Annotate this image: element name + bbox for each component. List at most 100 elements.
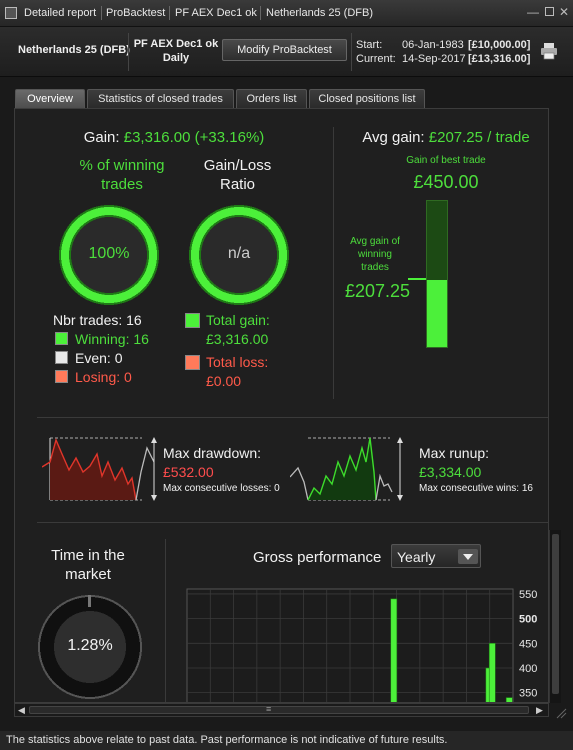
gainloss-gauge — [185, 201, 293, 309]
nbr-trades: Nbr trades: 16 — [53, 312, 142, 328]
gain-label: Gain: — [83, 129, 120, 146]
gain-value: £3,316.00 (+33.16%) — [123, 129, 265, 146]
avg-winning-label-line2: winning — [358, 249, 392, 260]
gross-performance-label: Gross performance — [253, 549, 382, 566]
avg-gain-value: £207.25 / trade — [428, 129, 530, 146]
y-tick-label: 350 — [519, 688, 537, 700]
performance-bar — [505, 697, 513, 702]
y-tick-label: 550 — [519, 589, 537, 601]
report-header: Netherlands 25 (DFB) PF AEX Dec1 ok Dail… — [0, 27, 573, 77]
app-icon — [5, 7, 17, 19]
tab-orders-list[interactable]: Orders list — [236, 89, 307, 109]
performance-bar — [488, 642, 496, 702]
avg-winning-arrow-icon — [408, 278, 426, 280]
vertical-scroll-thumb[interactable] — [552, 534, 559, 694]
gross-performance-chart: 550 500 450 400 350 — [185, 585, 547, 702]
gainloss-title: Gain/Loss Ratio — [185, 156, 290, 194]
total-gain-legend-icon — [185, 313, 200, 328]
tab-statistics-closed-trades[interactable]: Statistics of closed trades — [87, 89, 234, 109]
avg-winning-label-line3: trades — [361, 262, 389, 273]
losing-legend-icon — [55, 370, 68, 383]
time-in-market-line2: market — [65, 566, 111, 583]
tab-closed-positions-list[interactable]: Closed positions list — [309, 89, 425, 109]
section-divider — [37, 417, 548, 418]
total-loss-value: £0.00 — [206, 373, 242, 389]
current-date: 14-Sep-2017 — [402, 53, 466, 65]
modify-probacktest-button[interactable]: Modify ProBacktest — [222, 39, 347, 61]
max-drawdown-label: Max drawdown: — [163, 445, 262, 461]
max-consecutive-wins: Max consecutive wins: 16 — [419, 483, 533, 494]
start-capital: [£10,000.00] — [468, 39, 531, 51]
losing-count: Losing: 0 — [75, 369, 132, 385]
time-in-market-marker — [88, 595, 91, 607]
resize-grip-icon[interactable] — [553, 705, 567, 719]
print-icon[interactable] — [540, 42, 558, 63]
gain-summary: Gain: £3,316.00 (+33.16%) — [15, 129, 333, 146]
overview-panel: Gain: £3,316.00 (+33.16%) % of winning t… — [14, 108, 549, 703]
scroll-grip-icon: ≡ — [266, 704, 272, 714]
breadcrumb-separator — [101, 6, 102, 20]
horizontal-scroll-thumb[interactable] — [29, 706, 529, 714]
performance-bar — [390, 598, 398, 702]
time-in-market-value: 1.28% — [67, 637, 113, 654]
avg-gain-bar-fill — [427, 279, 447, 347]
even-count: Even: 0 — [75, 350, 123, 366]
winning-pct-value: 100% — [88, 245, 130, 262]
winning-pct-title-line1: % of winning — [79, 157, 165, 174]
total-loss-label: Total loss: — [206, 354, 269, 370]
breadcrumb-probacktest[interactable]: ProBacktest — [106, 7, 166, 19]
horizontal-scrollbar[interactable]: ◀ ≡ ▶ — [14, 703, 549, 717]
scroll-left-icon[interactable]: ◀ — [18, 705, 25, 715]
gainloss-title-line1: Gain/Loss — [203, 157, 272, 174]
drawdown-sparkline — [41, 432, 162, 505]
start-date: 06-Jan-1983 — [402, 39, 464, 51]
y-tick-label: 400 — [519, 663, 537, 675]
winning-count: Winning: 16 — [75, 331, 149, 347]
time-in-market-line1: Time in the — [51, 547, 125, 564]
chevron-down-icon — [458, 549, 478, 564]
strategy-name: PF AEX Dec1 ok — [133, 38, 219, 50]
max-consecutive-losses: Max consecutive losses: 0 — [163, 483, 280, 494]
avg-gain-bar-track — [426, 200, 448, 348]
max-runup-value: £3,334.00 — [419, 464, 482, 480]
breadcrumb-instrument[interactable]: Netherlands 25 (DFB) — [266, 7, 373, 19]
section-divider — [165, 539, 166, 702]
avg-winning-value: £207.25 — [345, 281, 411, 301]
title-bar: Detailed report ProBacktest PF AEX Dec1 … — [0, 0, 573, 27]
avg-winning-label: Avg gain of winning trades — [341, 235, 409, 274]
scroll-right-icon[interactable]: ▶ — [536, 705, 543, 715]
winning-pct-title: % of winning trades — [57, 156, 187, 194]
total-gain-label: Total gain: — [206, 312, 270, 328]
close-icon[interactable]: ✕ — [558, 5, 570, 19]
period-select-value: Yearly — [397, 549, 436, 565]
tab-overview[interactable]: Overview — [15, 89, 85, 109]
best-trade-label: Gain of best trade — [406, 155, 486, 166]
breadcrumb-detailed-report[interactable]: Detailed report — [24, 7, 97, 19]
header-divider — [128, 33, 129, 71]
best-trade-value: £450.00 — [413, 172, 479, 192]
total-gain-value: £3,316.00 — [206, 331, 269, 347]
current-label: Current: — [356, 53, 396, 65]
time-in-market-title: Time in the market — [33, 546, 143, 584]
breadcrumb-separator — [260, 6, 261, 20]
winning-pct-title-line2: trades — [101, 176, 143, 193]
maximize-icon[interactable] — [542, 5, 556, 19]
breadcrumb-separator — [169, 6, 170, 20]
breadcrumb-strategy[interactable]: PF AEX Dec1 ok — [175, 7, 257, 19]
header-divider — [351, 33, 352, 71]
period-select[interactable]: Yearly — [391, 544, 481, 568]
minimize-icon[interactable]: — — [527, 5, 539, 19]
instrument-name: Netherlands 25 (DFB) — [18, 44, 130, 56]
winning-pct-gauge — [55, 201, 163, 309]
winning-legend-icon — [55, 332, 68, 345]
avg-winning-label-line1: Avg gain of — [350, 236, 400, 247]
max-runup-label: Max runup: — [419, 445, 490, 461]
disclaimer-footer: The statistics above relate to past data… — [0, 731, 573, 750]
total-loss-legend-icon — [185, 355, 200, 370]
time-in-market-gauge — [36, 593, 144, 701]
runup-sparkline — [289, 432, 410, 505]
section-divider — [37, 522, 548, 523]
vertical-scrollbar[interactable] — [549, 530, 561, 703]
y-tick-label: 450 — [519, 638, 537, 650]
current-capital: [£13,316.00] — [468, 53, 531, 65]
